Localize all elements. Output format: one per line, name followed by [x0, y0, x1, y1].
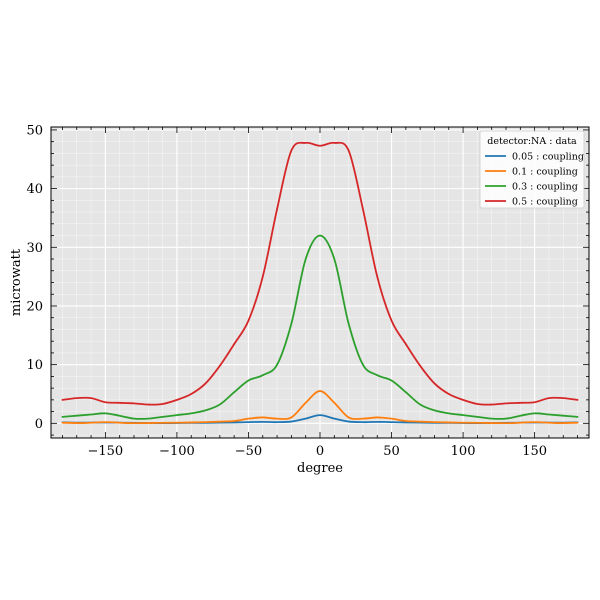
legend-item: 0.5 : coupling [485, 197, 578, 208]
legend: detector:NA : data 0.05 : coupling 0.1 : … [479, 130, 585, 209]
x-tick-label: 50 [383, 444, 400, 459]
axis-ticks [51, 127, 589, 438]
x-tick-label: −150 [88, 444, 124, 459]
major-gridlines [51, 127, 589, 438]
legend-items: 0.05 : coupling 0.1 : coupling 0.3 : coupl… [485, 152, 584, 208]
y-tick-label: 0 [35, 417, 43, 432]
x-axis-title: degree [297, 461, 343, 476]
series-line-1 [61, 390, 579, 425]
series-lines [61, 141, 579, 425]
x-tick-label: −50 [235, 444, 262, 459]
legend-box [479, 130, 585, 209]
y-tick-label: 50 [26, 123, 43, 138]
legend-item: 0.05 : coupling [485, 152, 584, 163]
x-tick-labels: −150 −100 −50 0 50 100 150 [88, 444, 548, 459]
series-line-2 [61, 234, 579, 420]
y-tick-labels: 0 10 20 30 40 50 [26, 123, 43, 431]
legend-title: detector:NA : data [487, 136, 577, 147]
series-line-3 [61, 141, 579, 406]
legend-label: 0.1 : coupling [512, 167, 578, 178]
x-tick-label: 100 [451, 444, 476, 459]
legend-item: 0.1 : coupling [485, 167, 578, 178]
y-tick-label: 10 [26, 358, 43, 373]
x-tick-label: 150 [522, 444, 547, 459]
y-tick-label: 20 [26, 299, 43, 314]
y-tick-label: 40 [26, 182, 43, 197]
legend-item: 0.3 : coupling [485, 182, 578, 193]
x-tick-label: −100 [159, 444, 195, 459]
legend-label: 0.05 : coupling [512, 152, 584, 163]
legend-label: 0.5 : coupling [512, 197, 578, 208]
legend-label: 0.3 : coupling [512, 182, 578, 193]
y-axis-title: microwatt [9, 248, 24, 316]
y-tick-label: 30 [26, 241, 43, 256]
x-tick-label: 0 [316, 444, 324, 459]
